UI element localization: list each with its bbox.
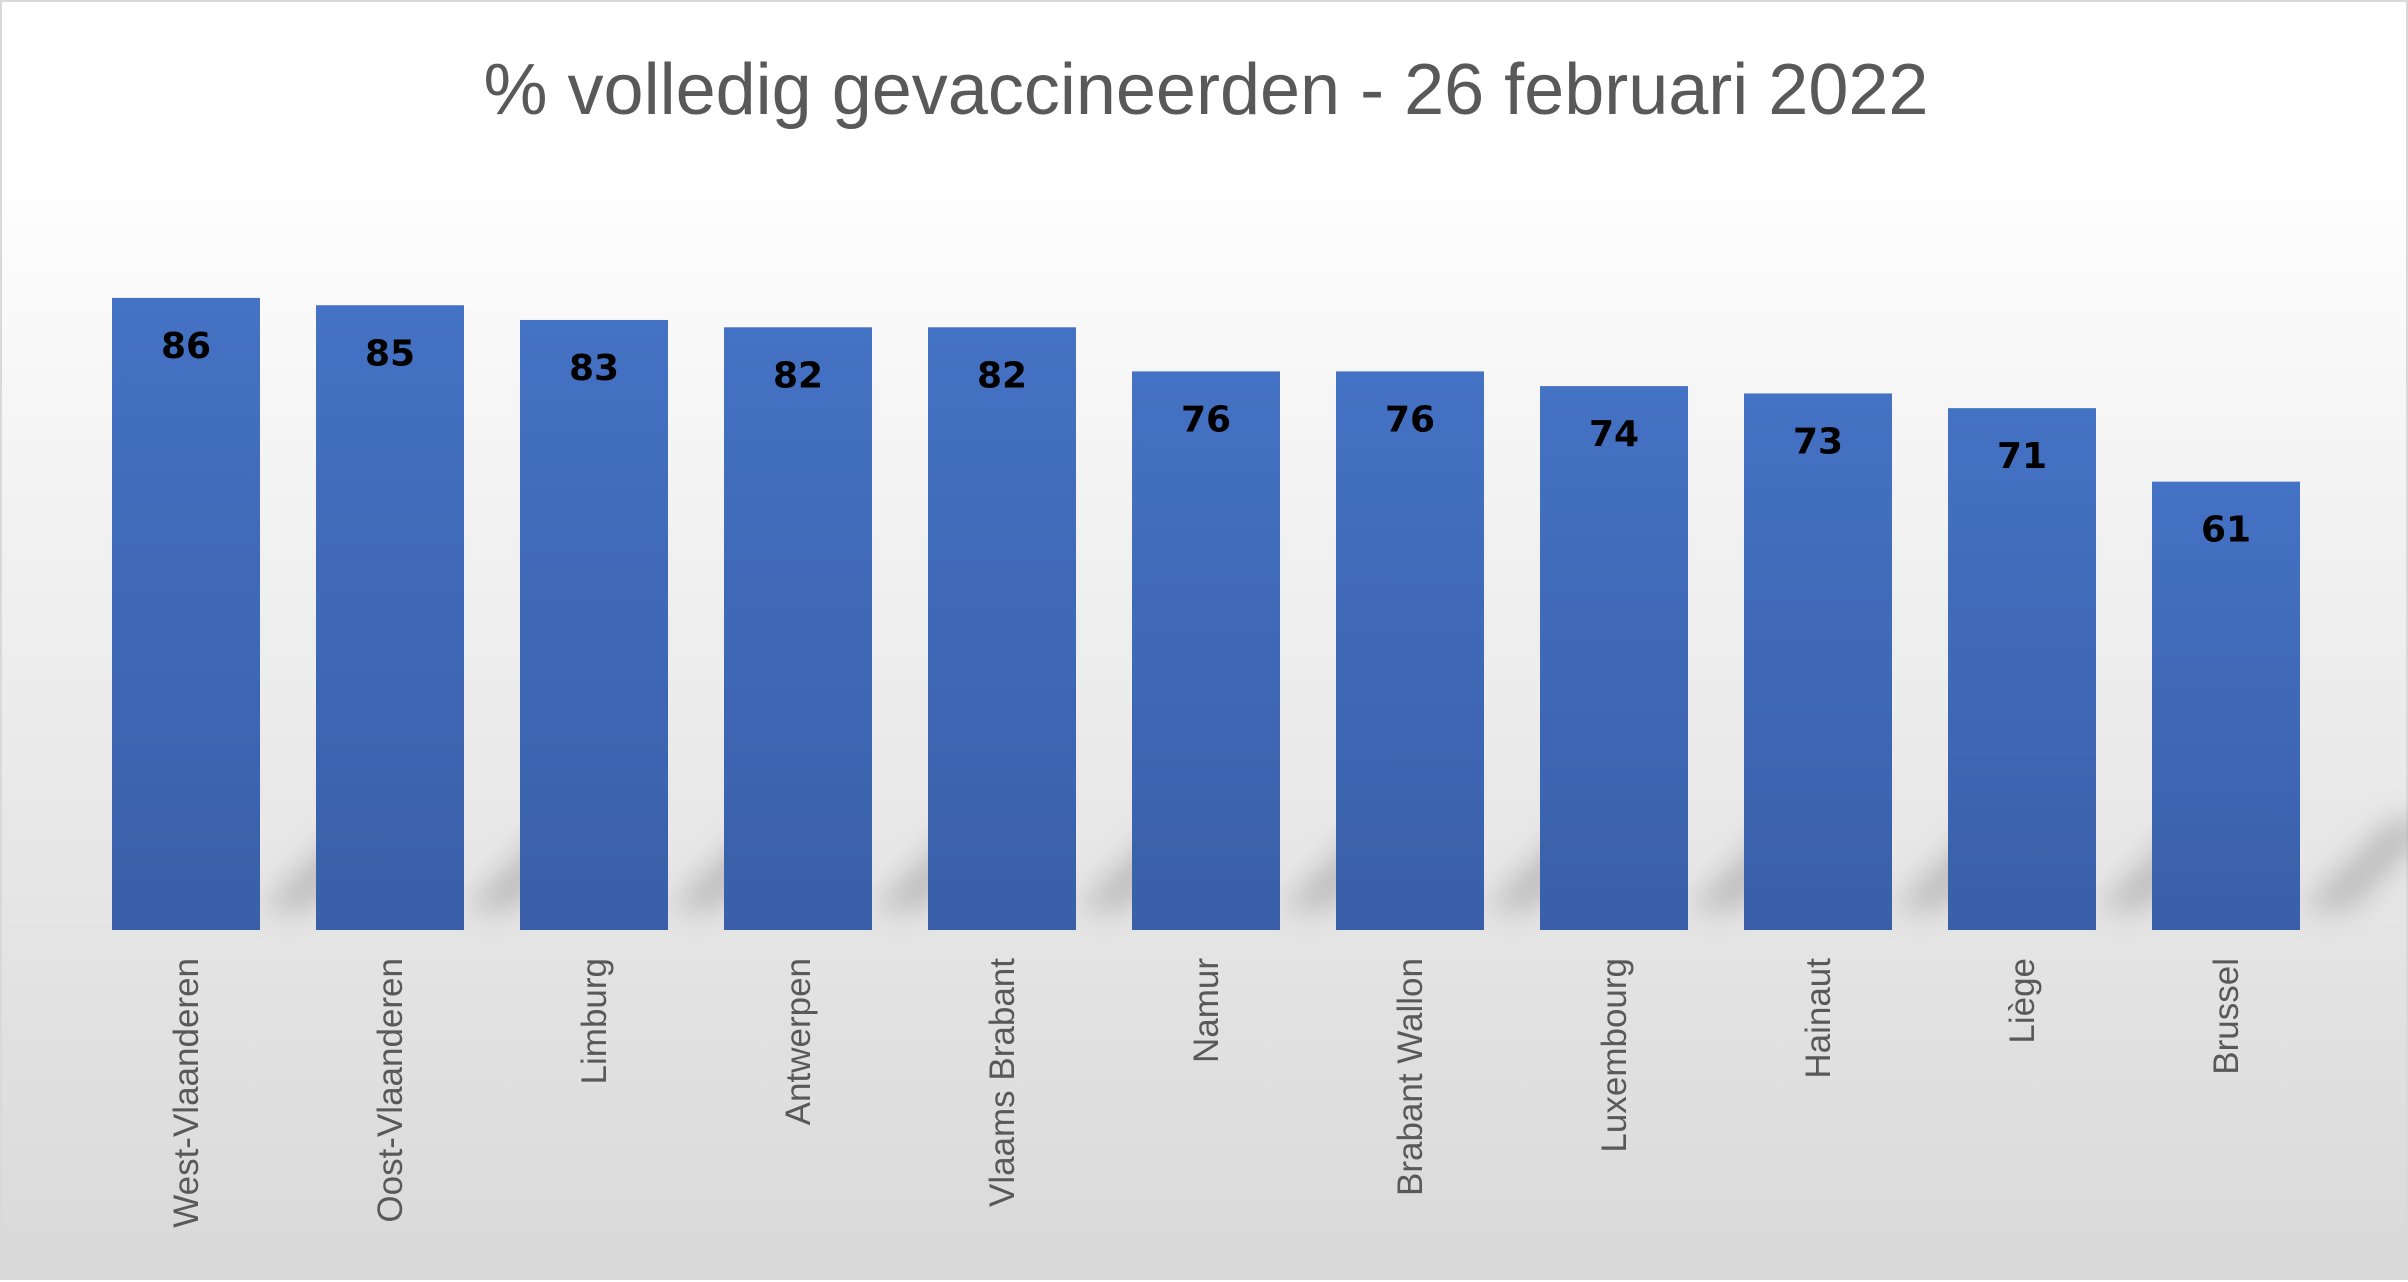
bars	[112, 297, 2300, 931]
data-label: 74	[1589, 414, 1639, 455]
bar-luxembourg	[1540, 386, 1688, 931]
bar-vlaams-brabant	[928, 327, 1076, 930]
category-label: Hainaut	[1799, 958, 1838, 1079]
data-label: 82	[773, 355, 823, 396]
bar-brabant-wallon	[1336, 371, 1484, 930]
bar-oost-vlaanderen	[316, 305, 464, 930]
category-label: Brussel	[2207, 958, 2246, 1075]
data-labels: 86 85 83 82 82 76 76 74 73 71 61	[161, 326, 2251, 551]
category-labels: West-Vlaanderen Oost-Vlaanderen Limburg Ant…	[167, 958, 2246, 1228]
bar-hainaut	[1744, 393, 1892, 930]
bar-west-vlaanderen	[112, 297, 260, 930]
data-label: 85	[365, 333, 415, 374]
bar-namur	[1132, 371, 1280, 930]
bar-li-ge	[1948, 408, 2096, 930]
category-label: West-Vlaanderen	[167, 958, 206, 1228]
bar-limburg	[520, 319, 668, 930]
data-label: 76	[1385, 399, 1435, 440]
category-label: Antwerpen	[779, 958, 818, 1125]
data-label: 71	[1997, 436, 2047, 477]
data-label: 86	[161, 326, 211, 367]
data-label: 73	[1793, 421, 1843, 462]
data-label: 83	[569, 348, 619, 389]
category-label: Vlaams Brabant	[983, 958, 1022, 1207]
bar-antwerpen	[724, 327, 872, 930]
data-label: 82	[977, 355, 1027, 396]
data-label: 76	[1181, 399, 1231, 440]
data-label: 61	[2201, 510, 2251, 551]
category-label: Brabant Wallon	[1391, 958, 1430, 1196]
category-label: Liège	[2003, 958, 2042, 1044]
category-label: Oost-Vlaanderen	[371, 958, 410, 1223]
chart-title: % volledig gevaccineerden - 26 februari …	[484, 50, 1929, 130]
category-label: Namur	[1187, 958, 1226, 1063]
bar-shadow	[2300, 820, 2408, 910]
bar-brussel	[2152, 481, 2300, 930]
category-label: Limburg	[575, 958, 614, 1084]
category-label: Luxembourg	[1595, 958, 1634, 1153]
